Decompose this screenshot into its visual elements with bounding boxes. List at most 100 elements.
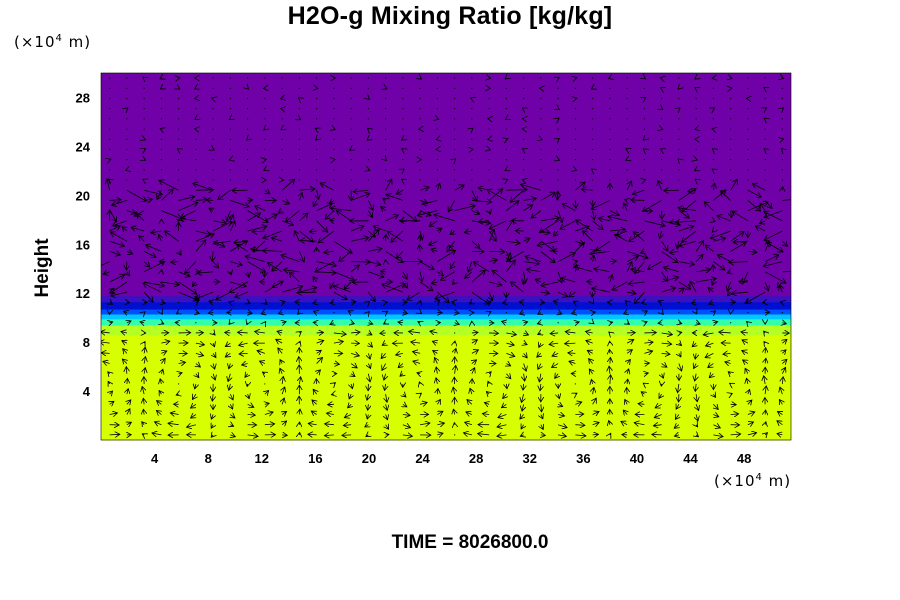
wind-vector-dot — [178, 383, 180, 385]
wind-vector-dot — [212, 77, 214, 79]
wind-vector — [396, 251, 404, 258]
wind-vector-dot — [195, 138, 197, 140]
wind-vector-dot — [298, 108, 300, 110]
wind-vector — [576, 220, 593, 232]
wind-vector — [610, 357, 611, 364]
wind-vector-dot — [195, 322, 197, 324]
wind-vector — [489, 220, 507, 229]
wind-vector — [506, 374, 510, 379]
wind-vector — [408, 331, 421, 333]
wind-vector-dot — [126, 118, 128, 120]
wind-vector — [110, 391, 113, 394]
wind-vector — [506, 260, 515, 273]
wind-vector — [143, 179, 144, 180]
wind-vector — [229, 302, 230, 303]
wind-vector — [229, 364, 231, 369]
wind-vector — [568, 353, 576, 354]
wind-vector — [127, 272, 130, 276]
wind-vector-dot — [212, 108, 214, 110]
wind-vector-dot — [350, 97, 352, 100]
wind-vector — [644, 351, 652, 353]
wind-vector — [195, 231, 211, 235]
wind-vector — [627, 359, 630, 363]
wind-vector-dot — [626, 108, 628, 110]
wind-vector-dot — [109, 87, 111, 89]
wind-vector — [351, 384, 352, 389]
wind-vector — [558, 394, 559, 398]
wind-vector — [144, 281, 164, 286]
wind-vector-dot — [747, 179, 749, 181]
wind-vector — [608, 216, 628, 222]
wind-vector-dot — [247, 77, 249, 79]
wind-vector-dot — [764, 159, 766, 161]
wind-vector — [502, 302, 506, 303]
wind-vector — [122, 341, 127, 344]
wind-vector — [154, 422, 162, 425]
wind-vector-dot — [160, 97, 162, 100]
wind-vector — [557, 253, 575, 262]
wind-vector — [739, 281, 748, 282]
wind-vector — [472, 368, 475, 374]
wind-vector — [469, 302, 471, 304]
wind-vector — [721, 191, 731, 201]
wind-vector-dot — [730, 322, 732, 324]
wind-vector — [429, 220, 438, 227]
wind-vector — [109, 200, 122, 201]
wind-vector — [171, 262, 179, 263]
wind-vector — [420, 393, 421, 394]
wind-vector — [112, 220, 128, 226]
wind-vector — [262, 372, 264, 374]
wind-vector — [367, 128, 368, 129]
wind-vector — [452, 302, 455, 303]
wind-vector — [489, 372, 491, 374]
wind-vector — [403, 404, 407, 406]
wind-vector-dot — [454, 169, 456, 171]
wind-vector — [781, 149, 782, 150]
wind-vector — [282, 286, 302, 293]
wind-vector-dot — [109, 108, 111, 110]
wind-vector — [213, 149, 214, 150]
wind-vector-dot — [471, 87, 473, 89]
wind-vector — [228, 373, 230, 382]
wind-vector-dot — [298, 159, 300, 161]
wind-vector — [747, 422, 754, 425]
wind-vector — [407, 291, 421, 300]
wind-vector — [436, 367, 437, 374]
wind-vector — [558, 435, 566, 436]
wind-vector — [144, 342, 145, 344]
wind-vector — [674, 425, 679, 429]
wind-vector — [144, 312, 145, 313]
wind-vector — [641, 302, 644, 303]
wind-vector — [179, 88, 180, 89]
wind-vector — [402, 425, 411, 428]
wind-vector — [661, 353, 670, 354]
wind-vector — [382, 343, 385, 345]
wind-vector — [705, 343, 714, 346]
wind-vector — [213, 373, 215, 380]
wind-vector — [540, 251, 555, 262]
wind-vector — [289, 272, 300, 283]
x-tick-label: 36 — [576, 451, 590, 466]
wind-vector-dot — [402, 118, 404, 120]
wind-vector — [127, 378, 128, 384]
wind-vector — [523, 262, 540, 264]
wind-vector — [535, 279, 542, 282]
x-tick-label: 40 — [630, 451, 644, 466]
wind-vector-dot — [781, 128, 783, 130]
wind-vector — [211, 425, 213, 428]
wind-vector-dot — [695, 148, 697, 151]
wind-vector — [696, 435, 698, 437]
wind-vector — [179, 251, 181, 255]
wind-vector — [627, 379, 628, 384]
wind-vector — [575, 402, 581, 404]
wind-vector-dot — [747, 159, 749, 161]
wind-vector — [121, 331, 127, 332]
wind-vector — [644, 220, 665, 226]
wind-vector — [161, 270, 162, 272]
wind-vector — [160, 379, 161, 384]
wind-vector — [609, 229, 625, 231]
wind-vector-dot — [436, 128, 438, 130]
wind-vector-dot — [661, 179, 663, 181]
wind-vector — [143, 291, 153, 302]
wind-vector — [259, 361, 264, 363]
